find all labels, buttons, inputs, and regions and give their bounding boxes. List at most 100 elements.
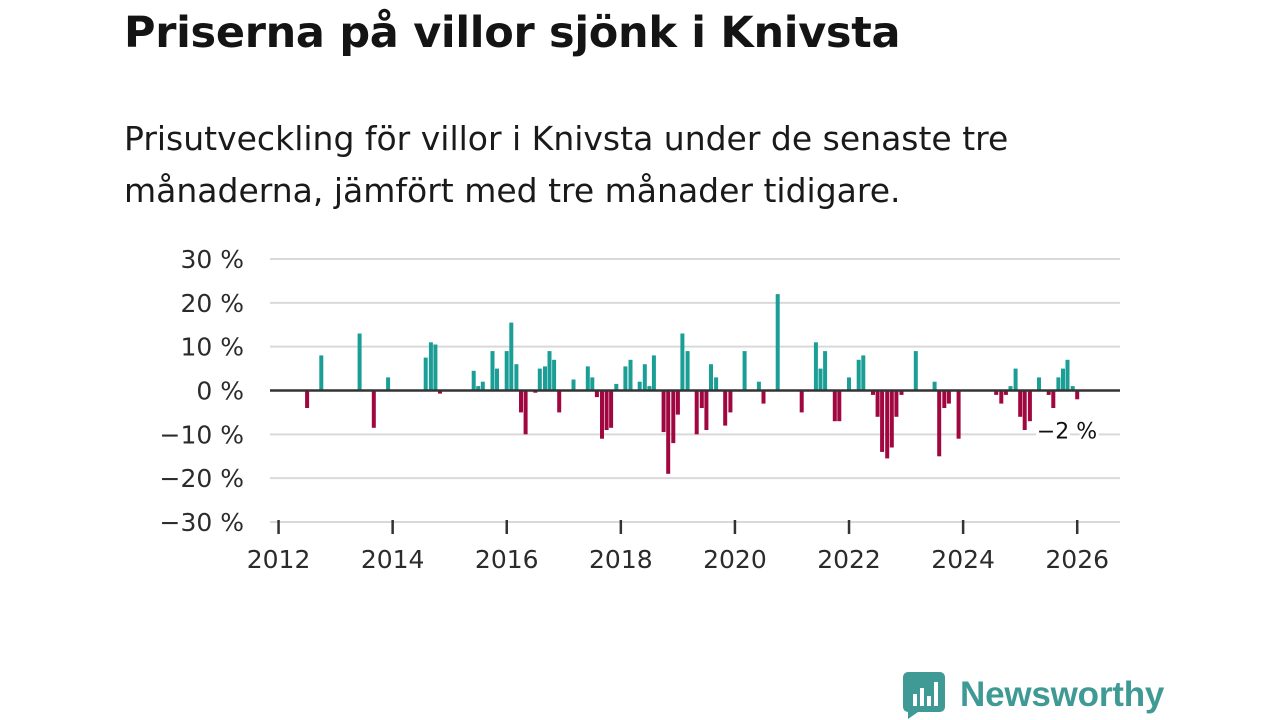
bar — [386, 377, 391, 391]
bar — [357, 333, 362, 391]
logo-text: Newsworthy — [960, 675, 1165, 714]
x-tick-label: 2018 — [589, 545, 653, 574]
bar — [571, 379, 576, 391]
bar — [994, 390, 999, 395]
newsworthy-logo[interactable]: Newsworthy — [902, 670, 1164, 720]
x-axis: 2012 2014 2016 2018 2020 2022 2024 2026 — [247, 520, 1109, 574]
bar — [818, 368, 823, 391]
bar — [1056, 377, 1061, 391]
bar — [438, 390, 442, 394]
bar — [999, 390, 1004, 404]
bar — [305, 390, 310, 408]
bar — [319, 355, 324, 391]
bar — [1008, 386, 1013, 391]
bars — [305, 294, 1080, 474]
bar — [675, 390, 680, 415]
bar — [509, 322, 514, 391]
bar — [609, 390, 614, 428]
bar — [519, 390, 523, 413]
bar — [685, 351, 690, 391]
bar — [661, 390, 666, 433]
bar — [480, 381, 485, 391]
bar — [1018, 390, 1023, 417]
bar — [623, 366, 628, 391]
x-tick-label: 2016 — [475, 545, 539, 574]
bar — [699, 390, 704, 408]
grid-lines — [270, 258, 1120, 523]
bar — [1037, 377, 1041, 391]
bar — [714, 377, 719, 391]
bar — [1065, 359, 1070, 391]
bar — [671, 390, 676, 444]
bar — [514, 364, 519, 391]
y-tick-label: 10 % — [180, 333, 244, 362]
bar — [1027, 390, 1032, 422]
bar — [471, 370, 476, 391]
bar — [823, 351, 828, 391]
bar — [642, 364, 647, 391]
bar — [1051, 390, 1056, 408]
y-tick-label: 0 % — [196, 377, 244, 406]
bar — [647, 386, 652, 391]
bar — [495, 368, 499, 391]
y-axis-labels: 30 % 20 % 10 % 0 % −10 % −20 % −30 % — [160, 245, 244, 537]
bar — [423, 357, 428, 391]
bar — [600, 390, 604, 439]
bar — [543, 366, 547, 391]
annotations: −2 % — [1034, 416, 1100, 447]
bar — [899, 390, 904, 395]
bar — [709, 364, 713, 391]
bar — [523, 390, 528, 435]
x-tick-label: 2014 — [361, 545, 425, 574]
x-tick-label: 2020 — [703, 545, 767, 574]
bar — [875, 390, 880, 417]
bar — [847, 377, 851, 391]
x-tick-label: 2012 — [247, 545, 311, 574]
bar — [504, 351, 509, 391]
bar — [476, 386, 481, 391]
y-tick-label: 20 % — [180, 289, 244, 318]
chart-title: Priserna på villor sjönk i Knivsta — [124, 8, 901, 58]
bar — [946, 390, 951, 404]
y-tick-label: −10 % — [160, 420, 244, 449]
bar — [937, 390, 942, 457]
bar — [433, 344, 438, 391]
bar — [1075, 390, 1080, 400]
bar — [371, 390, 376, 428]
bar — [871, 390, 875, 395]
bar — [594, 390, 599, 398]
bar — [761, 390, 766, 404]
bar — [728, 390, 733, 413]
bar — [537, 368, 542, 391]
bar — [614, 383, 619, 391]
bar — [1003, 390, 1008, 395]
x-tick-label: 2026 — [1045, 545, 1109, 574]
bar — [799, 390, 804, 413]
bar — [856, 359, 861, 391]
bar — [1022, 390, 1027, 430]
bar — [756, 381, 761, 391]
bar — [885, 390, 890, 459]
bar — [1070, 386, 1075, 391]
y-tick-label: −30 % — [160, 508, 244, 537]
bar — [889, 390, 894, 448]
bar — [837, 390, 842, 422]
bar — [932, 381, 937, 391]
bar — [956, 390, 961, 439]
bar — [1046, 390, 1051, 395]
bar — [552, 359, 557, 391]
bar — [1061, 368, 1065, 391]
bar — [1013, 368, 1018, 391]
x-tick-label: 2022 — [817, 545, 881, 574]
bar — [628, 359, 633, 391]
bar — [557, 390, 562, 413]
bar — [680, 333, 685, 391]
bar — [604, 390, 609, 430]
bar — [651, 355, 656, 391]
bar — [942, 390, 947, 408]
bar — [694, 390, 699, 435]
bar — [585, 366, 590, 391]
bar — [894, 390, 899, 417]
bar — [775, 294, 780, 391]
